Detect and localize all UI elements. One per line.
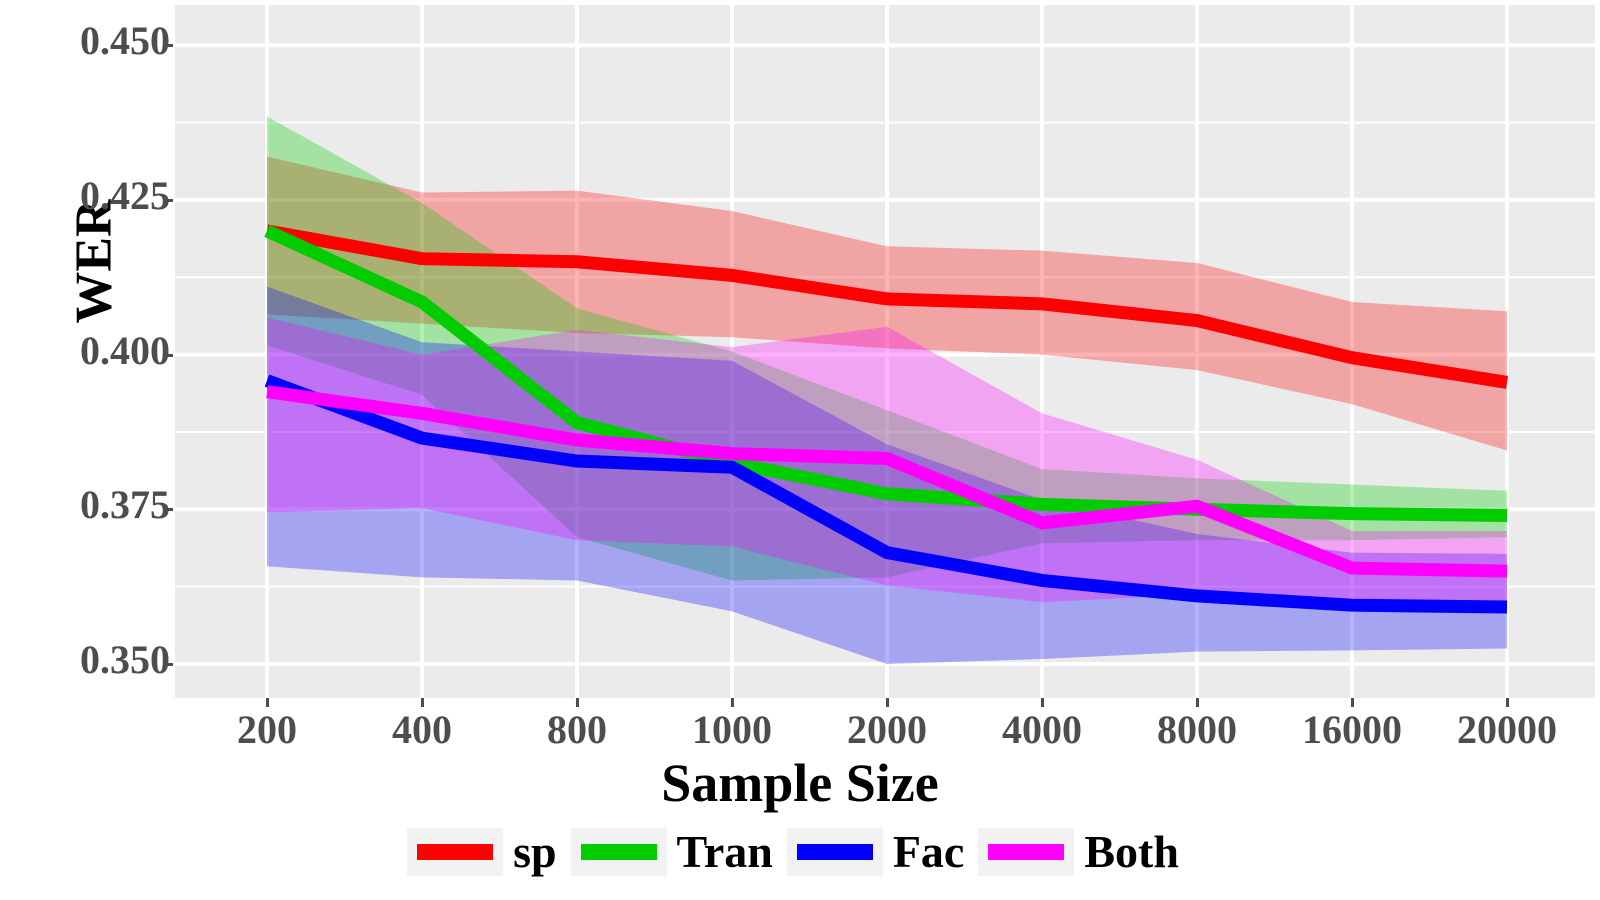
x-axis-tick-mark [731, 698, 734, 707]
series-line-tran [264, 224, 1508, 522]
chart-legend: sp Tran Fac Both [0, 828, 1600, 876]
x-axis-tick-label: 16000 [1302, 707, 1402, 752]
legend-label: Fac [892, 826, 965, 877]
legend-key-box [570, 828, 667, 876]
y-axis-tick-mark [164, 508, 173, 512]
legend-item-tran[interactable]: Tran [570, 826, 787, 877]
y-axis-tick-mark [164, 353, 173, 357]
y-axis-tick-label: 0.375 [80, 482, 170, 528]
y-axis-tick-label: 0.450 [80, 18, 170, 64]
legend-label: Tran [676, 826, 773, 877]
y-axis-tick-mark [164, 198, 173, 202]
x-axis-tick-mark [266, 698, 269, 707]
x-axis-tick-label: 8000 [1157, 707, 1237, 752]
x-axis-tick-mark [421, 698, 424, 707]
y-axis-tick-mark [164, 662, 173, 666]
x-axis-tick-mark [576, 698, 579, 707]
confidence-band-fac [267, 286, 1507, 664]
x-axis-tick-mark [1506, 698, 1509, 707]
x-axis-tick-mark [886, 698, 889, 707]
legend-item-sp[interactable]: sp [407, 828, 570, 876]
legend-color-swatch [417, 844, 494, 860]
series-line-sp [265, 224, 1509, 389]
y-axis-tick-label: 0.425 [80, 172, 170, 218]
x-axis-title: Sample Size [661, 753, 939, 813]
legend-key-box [407, 828, 504, 876]
legend-label: sp [513, 826, 557, 877]
x-axis-tick-mark [1196, 698, 1199, 707]
y-axis-tick-label: 0.350 [80, 636, 170, 682]
x-axis-tick-label: 400 [392, 707, 452, 752]
x-axis-tick-label: 800 [547, 707, 607, 752]
x-axis-tick-label: 200 [237, 707, 297, 752]
x-axis-tick-label: 2000 [847, 707, 927, 752]
legend-label: Both [1084, 826, 1179, 877]
x-axis-tick-label: 20000 [1457, 707, 1557, 752]
legend-item-both[interactable]: Both [978, 828, 1193, 876]
x-axis-tick-label: 1000 [692, 707, 772, 752]
legend-color-swatch [988, 844, 1065, 860]
legend-color-swatch [580, 844, 657, 860]
plot-area [175, 5, 1595, 698]
x-axis-tick-mark [1041, 698, 1044, 707]
y-axis-tick-mark [164, 44, 173, 48]
y-axis-tick-label: 0.400 [80, 327, 170, 373]
series-line-fac [264, 374, 1508, 614]
series-line-both [266, 385, 1508, 578]
legend-item-fac[interactable]: Fac [786, 826, 979, 877]
legend-key-box [978, 828, 1075, 876]
plot-panel [175, 5, 1595, 698]
x-axis-tick-label: 4000 [1002, 707, 1082, 752]
legend-color-swatch [796, 844, 873, 860]
legend-key-box [786, 828, 883, 876]
x-axis-tick-mark [1351, 698, 1354, 707]
